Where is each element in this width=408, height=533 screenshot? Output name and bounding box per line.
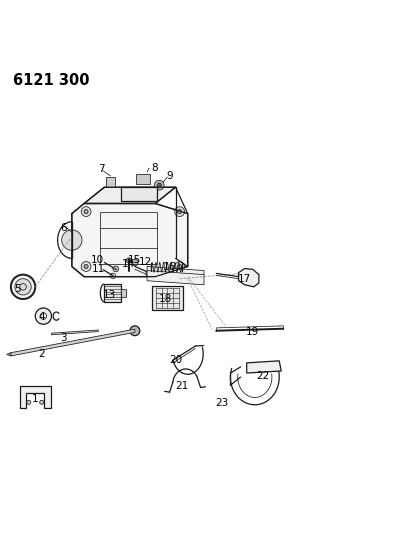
Circle shape (241, 275, 244, 278)
Text: 4: 4 (38, 312, 44, 322)
Circle shape (175, 262, 184, 271)
Circle shape (84, 264, 88, 269)
Polygon shape (239, 269, 259, 287)
Circle shape (154, 180, 164, 190)
Polygon shape (104, 284, 122, 302)
Text: 14: 14 (122, 260, 135, 270)
Circle shape (177, 303, 182, 309)
Circle shape (26, 387, 31, 393)
Text: 3: 3 (60, 333, 67, 343)
Circle shape (130, 326, 140, 336)
Polygon shape (247, 361, 281, 373)
Polygon shape (51, 330, 98, 335)
Text: 20: 20 (169, 355, 182, 365)
Polygon shape (121, 187, 157, 201)
Text: 12: 12 (138, 257, 152, 268)
Circle shape (177, 209, 182, 214)
Circle shape (132, 259, 138, 265)
Text: 2: 2 (38, 349, 44, 359)
Polygon shape (72, 204, 188, 277)
Circle shape (108, 179, 113, 183)
Text: 22: 22 (256, 372, 270, 381)
Circle shape (126, 258, 131, 263)
Text: 10: 10 (91, 255, 104, 265)
Circle shape (81, 262, 91, 271)
Circle shape (179, 305, 180, 307)
Polygon shape (122, 289, 126, 297)
Circle shape (11, 274, 35, 299)
Circle shape (148, 272, 150, 275)
Text: 18: 18 (159, 294, 172, 304)
Circle shape (157, 183, 161, 187)
Text: 1: 1 (32, 394, 39, 403)
Circle shape (175, 207, 184, 216)
Polygon shape (106, 177, 115, 187)
Circle shape (179, 289, 180, 290)
Polygon shape (136, 174, 150, 184)
Circle shape (140, 176, 146, 182)
Text: 21: 21 (175, 382, 188, 391)
Text: 9: 9 (166, 171, 173, 181)
Text: 11: 11 (92, 263, 105, 273)
Text: 6121 300: 6121 300 (13, 74, 89, 88)
Circle shape (15, 279, 31, 295)
Circle shape (113, 266, 119, 272)
Text: 15: 15 (128, 255, 142, 265)
Text: 16: 16 (163, 262, 176, 271)
Circle shape (154, 289, 156, 290)
Circle shape (177, 264, 182, 269)
Circle shape (258, 367, 260, 369)
Text: 8: 8 (151, 163, 158, 173)
Polygon shape (152, 286, 183, 310)
Circle shape (84, 209, 88, 214)
Circle shape (153, 303, 157, 309)
Circle shape (35, 308, 51, 324)
Polygon shape (7, 353, 11, 356)
Text: 17: 17 (238, 274, 251, 284)
Circle shape (62, 230, 82, 250)
Text: 6: 6 (60, 223, 67, 233)
Circle shape (154, 305, 156, 307)
Circle shape (81, 207, 91, 216)
Text: 19: 19 (246, 327, 259, 336)
Text: 23: 23 (216, 398, 229, 408)
Circle shape (239, 272, 247, 281)
Text: 5: 5 (14, 284, 21, 294)
Circle shape (39, 387, 44, 393)
Circle shape (27, 400, 31, 405)
Polygon shape (11, 329, 135, 356)
Circle shape (146, 271, 152, 277)
Polygon shape (84, 187, 175, 204)
Polygon shape (20, 386, 51, 408)
Circle shape (256, 365, 262, 372)
Circle shape (177, 287, 182, 292)
Circle shape (40, 400, 44, 405)
Circle shape (153, 287, 157, 292)
Text: 13: 13 (103, 290, 116, 300)
Polygon shape (147, 266, 204, 285)
Text: 7: 7 (98, 164, 105, 174)
